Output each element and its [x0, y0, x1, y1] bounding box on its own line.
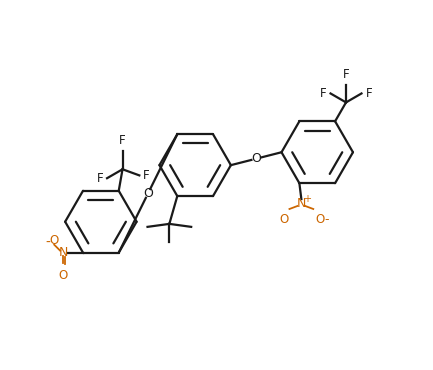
Text: F: F — [97, 172, 103, 185]
Text: O: O — [58, 269, 68, 282]
Text: O: O — [143, 187, 153, 200]
Text: F: F — [365, 87, 372, 100]
Text: O: O — [280, 213, 289, 226]
Text: F: F — [320, 87, 326, 100]
Text: O: O — [316, 213, 325, 226]
Text: F: F — [143, 169, 150, 182]
Text: N: N — [297, 196, 306, 209]
Text: N: N — [58, 246, 68, 259]
Text: F: F — [343, 68, 349, 81]
Text: O: O — [50, 234, 59, 247]
Text: -: - — [46, 236, 51, 250]
Text: F: F — [119, 134, 126, 147]
Text: -: - — [324, 213, 328, 226]
Text: +: + — [303, 194, 311, 204]
Text: O: O — [251, 152, 261, 165]
